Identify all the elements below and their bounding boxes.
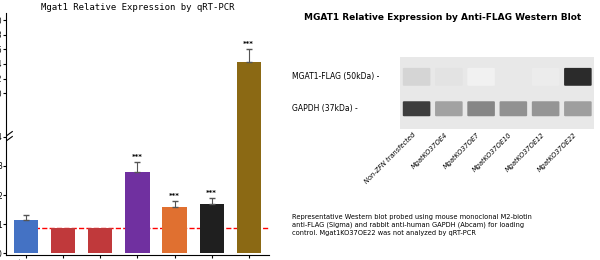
- FancyBboxPatch shape: [532, 68, 559, 86]
- FancyBboxPatch shape: [467, 101, 495, 116]
- FancyBboxPatch shape: [403, 101, 430, 116]
- Text: Non-ZFN transfected: Non-ZFN transfected: [364, 132, 416, 185]
- FancyBboxPatch shape: [435, 101, 463, 116]
- Text: GAPDH (37kDa) -: GAPDH (37kDa) -: [292, 104, 358, 113]
- Bar: [52, 228, 76, 253]
- FancyBboxPatch shape: [500, 101, 527, 116]
- FancyBboxPatch shape: [403, 68, 430, 86]
- FancyBboxPatch shape: [532, 101, 559, 116]
- Text: MgatKO37OE7: MgatKO37OE7: [443, 132, 481, 170]
- Text: ***: ***: [206, 190, 217, 196]
- Bar: [14, 220, 38, 253]
- Bar: [400, 56, 594, 129]
- Title: Mgat1 Relative Expression by qRT-PCR: Mgat1 Relative Expression by qRT-PCR: [41, 3, 234, 12]
- Bar: [88, 228, 112, 253]
- FancyBboxPatch shape: [467, 68, 495, 86]
- Text: ***: ***: [132, 154, 143, 160]
- Text: MgatKO37OE10: MgatKO37OE10: [472, 132, 514, 173]
- Text: MGAT1-FLAG (50kDa) -: MGAT1-FLAG (50kDa) -: [292, 72, 379, 81]
- FancyBboxPatch shape: [564, 68, 592, 86]
- Text: ***: ***: [243, 41, 254, 47]
- Text: MGAT1 Relative Expression by Anti-FLAG Western Blot: MGAT1 Relative Expression by Anti-FLAG W…: [304, 13, 581, 22]
- Text: MgatKO37OE4: MgatKO37OE4: [410, 132, 449, 170]
- FancyBboxPatch shape: [435, 68, 463, 86]
- Bar: [125, 172, 149, 253]
- Bar: [163, 207, 187, 253]
- FancyBboxPatch shape: [564, 101, 592, 116]
- Text: ***: ***: [169, 193, 180, 199]
- Text: Representative Western blot probed using mouse monoclonal M2-biotin
anti-FLAG (S: Representative Western blot probed using…: [292, 214, 532, 236]
- Text: MgatKO37OE22: MgatKO37OE22: [536, 132, 578, 173]
- Bar: [236, 62, 260, 253]
- Bar: [200, 204, 224, 253]
- Text: MgatKO37OE12: MgatKO37OE12: [504, 132, 545, 173]
